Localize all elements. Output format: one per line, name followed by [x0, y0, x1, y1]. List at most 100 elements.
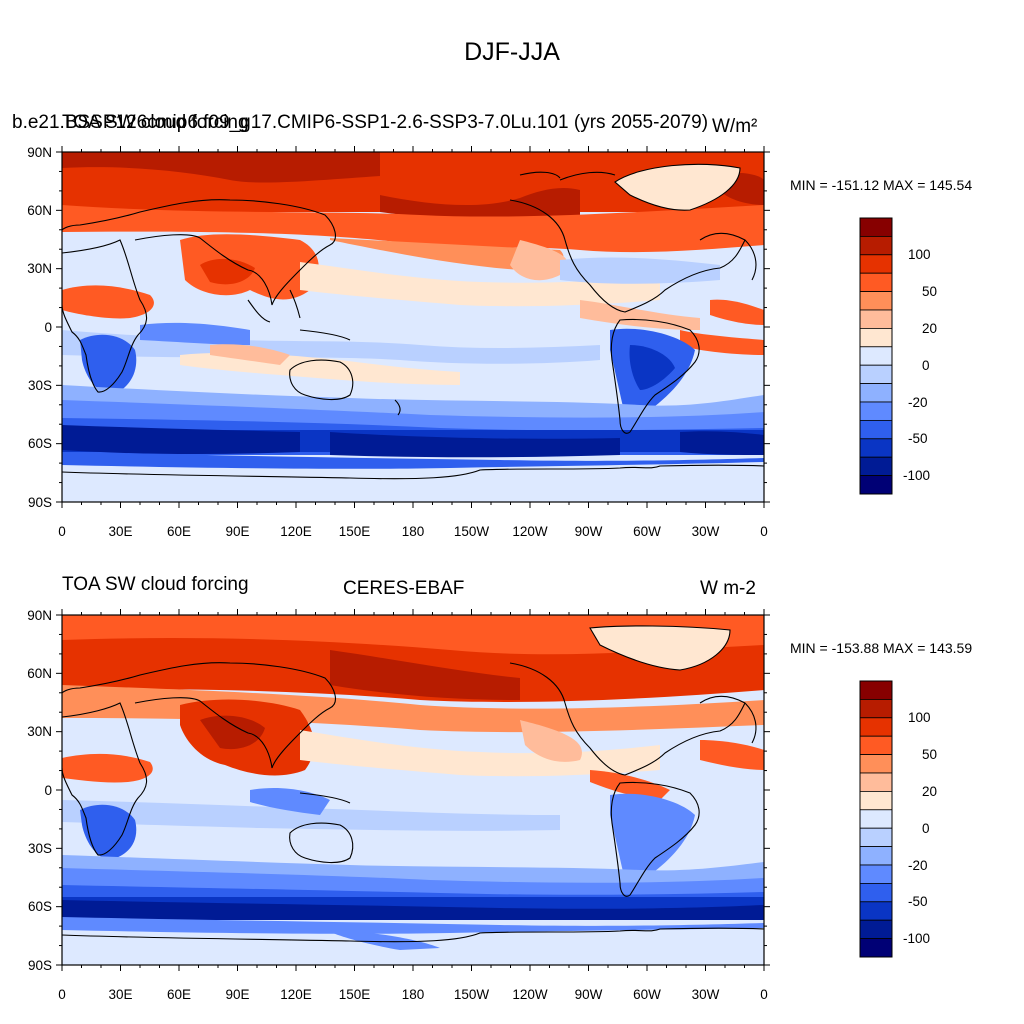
- panel2-lat-label: 90S: [27, 957, 52, 973]
- panel2-lon-label: 150E: [338, 986, 371, 1002]
- panel2-colorbar-swatch: [859, 699, 893, 719]
- panel2-colorbar-swatch: [859, 938, 893, 958]
- panel2-colorbar-swatch: [859, 864, 893, 884]
- panel2-lon-label: 0: [58, 986, 66, 1002]
- panel1-lon-label: 60W: [633, 523, 661, 539]
- panel2-lon-label: 90W: [574, 986, 603, 1002]
- panel1-center-label: b.e21.BSSP126cmip6.f09_g17.CMIP6-SSP1-2.…: [12, 112, 709, 133]
- panel2-lat-label: 30S: [27, 840, 52, 856]
- panel2-colorbar-swatch: [859, 919, 893, 940]
- panel1-colorbar-label: 100: [908, 247, 931, 263]
- panel1-lon-label: 150W: [453, 523, 490, 539]
- panel1-units-label: W/m²: [712, 116, 758, 137]
- panel2-lon-label: 60E: [166, 986, 192, 1002]
- panel1-colorbar-frame: [859, 217, 893, 495]
- panel1-map: [62, 152, 764, 502]
- panel1-lon-label: 60E: [166, 523, 192, 539]
- panel1-colorbar-swatch: [859, 456, 893, 477]
- panel1-colorbar-swatch: [859, 401, 893, 421]
- panel1-colorbar-swatch: [859, 291, 893, 311]
- panel1-colorbar-swatch: [859, 217, 893, 237]
- panel1-lat-label: 90N: [27, 144, 52, 160]
- panel1-left-label: TOA SW cloud forcing: [62, 112, 249, 133]
- panel2-colorbar-label: -100: [903, 931, 931, 947]
- panel1-lon-label: 30E: [108, 523, 133, 539]
- panel2-colorbar-swatch: [859, 754, 893, 774]
- panel2-center-label: CERES-EBAF: [343, 578, 465, 599]
- panel1-colorbar-label: 20: [922, 320, 938, 336]
- panel2-colorbar-label: 50: [922, 747, 938, 763]
- panel1-colorbar-swatch: [859, 475, 893, 495]
- panel1-colorbar-swatch: [859, 438, 893, 458]
- panel1-lon-label: 150E: [338, 523, 371, 539]
- panel1-lon-label: 30W: [691, 523, 720, 539]
- panel2-lat-label: 60S: [27, 899, 52, 915]
- panel1-colorbar-swatch: [859, 383, 893, 403]
- panel1-colorbar-label: -100: [903, 468, 931, 484]
- panel2-colorbar-swatch: [859, 883, 893, 903]
- panel2-colorbar-swatch: [859, 717, 893, 737]
- panel1-colorbar-swatch: [859, 235, 893, 256]
- panel1-lon-label: 90E: [225, 523, 250, 539]
- panel2-colorbar-swatch: [859, 791, 893, 811]
- panel2-minmax: MIN = -153.88 MAX = 143.59: [790, 640, 973, 656]
- panel2-lon-label: 150W: [453, 986, 490, 1002]
- panel2-lat-label: 0: [44, 782, 52, 798]
- panel1-lon-label: 0: [58, 523, 66, 539]
- panel2-lon-label: 30E: [108, 986, 133, 1002]
- panel2-colorbar: [859, 680, 893, 958]
- panel1-colorbar-label: -20: [908, 394, 928, 410]
- panel1-colorbar-swatch: [859, 254, 893, 274]
- panel2-colorbar-label: 0: [922, 820, 930, 836]
- panel2-lon-label: 60W: [633, 986, 661, 1002]
- panel2-colorbar-swatch: [859, 735, 893, 756]
- panel2-lon-label: 90E: [225, 986, 250, 1002]
- panel2-lat-label: 60N: [27, 665, 52, 681]
- panel2-colorbar-swatch: [859, 772, 893, 792]
- panel1-lat-label: 60S: [27, 436, 52, 452]
- panel2-units-label: W m-2: [700, 578, 756, 599]
- panel2-colorbar-swatch: [859, 827, 893, 848]
- panel2-colorbar-label: 100: [908, 710, 931, 726]
- figure-title: DJF-JJA: [464, 38, 560, 66]
- panel2-colorbar-swatch: [859, 846, 893, 866]
- panel2-colorbar-label: -20: [908, 857, 928, 873]
- panel2-map: [62, 615, 764, 965]
- panel1-colorbar-swatch: [859, 364, 893, 385]
- panel2-colorbar-label: -50: [908, 894, 928, 910]
- panel1-lat-label: 60N: [27, 202, 52, 218]
- panel2-lon-label: 180: [401, 986, 425, 1002]
- panel2-lat-label: 90N: [27, 607, 52, 623]
- panel2-lon-label: 120E: [280, 986, 312, 1002]
- panel1-lat-label: 30S: [27, 377, 52, 393]
- panel1-lon-label: 0: [760, 523, 768, 539]
- panel1-colorbar-label: 0: [922, 357, 930, 373]
- panel1-colorbar-swatch: [859, 346, 893, 366]
- panel1-colorbar-swatch: [859, 309, 893, 329]
- panel1-colorbar: [859, 217, 893, 495]
- panel2-lon-label: 0: [760, 986, 768, 1002]
- panel1-lon-label: 120W: [512, 523, 548, 539]
- panel2-lat-label: 30N: [27, 724, 52, 740]
- panel1-lon-label: 90W: [574, 523, 603, 539]
- panel2-colorbar-swatch: [859, 680, 893, 700]
- panel2-left-label: TOA SW cloud forcing: [62, 574, 249, 595]
- panel2-colorbar-frame: [859, 680, 893, 958]
- panel2-colorbar-label: 20: [922, 783, 938, 799]
- panel2-lon-label: 120W: [512, 986, 548, 1002]
- panel1-colorbar-swatch: [859, 327, 893, 348]
- panel1-colorbar-swatch: [859, 419, 893, 440]
- panel1-lon-label: 120E: [280, 523, 312, 539]
- panel1-colorbar-swatch: [859, 272, 893, 293]
- panel1-lat-label: 30N: [27, 261, 52, 277]
- panel1-lon-label: 180: [401, 523, 425, 539]
- panel1-lat-label: 0: [44, 319, 52, 335]
- panel2-lon-label: 30W: [691, 986, 720, 1002]
- panel2-colorbar-swatch: [859, 901, 893, 921]
- panel2-colorbar-swatch: [859, 809, 893, 829]
- panel1-colorbar-label: 50: [922, 284, 938, 300]
- panel1-minmax: MIN = -151.12 MAX = 145.54: [790, 177, 973, 193]
- panel1-lat-label: 90S: [27, 494, 52, 510]
- panel1-colorbar-label: -50: [908, 431, 928, 447]
